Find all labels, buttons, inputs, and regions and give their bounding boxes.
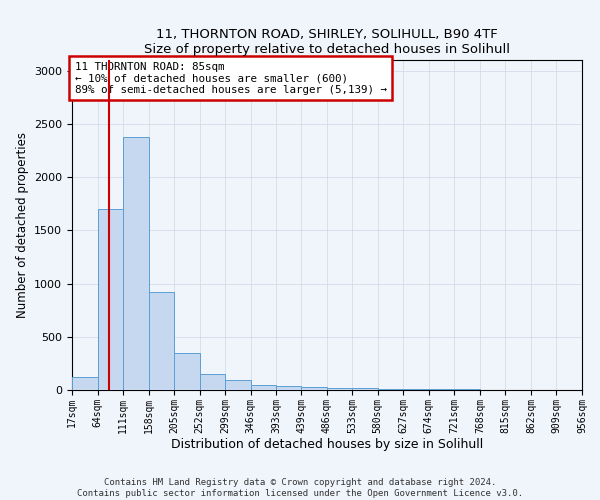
- Bar: [403, 389, 429, 390]
- Bar: [72, 377, 98, 390]
- Text: Contains HM Land Registry data © Crown copyright and database right 2024.
Contai: Contains HM Land Registry data © Crown c…: [77, 478, 523, 498]
- Bar: [276, 386, 301, 390]
- X-axis label: Distribution of detached houses by size in Solihull: Distribution of detached houses by size …: [171, 438, 483, 452]
- Bar: [98, 209, 123, 390]
- Text: 11 THORNTON ROAD: 85sqm
← 10% of detached houses are smaller (600)
89% of semi-d: 11 THORNTON ROAD: 85sqm ← 10% of detache…: [74, 62, 386, 95]
- Bar: [352, 388, 378, 390]
- Title: 11, THORNTON ROAD, SHIRLEY, SOLIHULL, B90 4TF
Size of property relative to detac: 11, THORNTON ROAD, SHIRLEY, SOLIHULL, B9…: [144, 28, 510, 56]
- Bar: [327, 388, 352, 390]
- Bar: [251, 384, 276, 390]
- Bar: [149, 292, 174, 390]
- Y-axis label: Number of detached properties: Number of detached properties: [16, 132, 29, 318]
- Bar: [174, 352, 200, 390]
- Bar: [200, 374, 225, 390]
- Bar: [225, 380, 251, 390]
- Bar: [378, 389, 403, 390]
- Bar: [301, 387, 327, 390]
- Bar: [123, 136, 149, 390]
